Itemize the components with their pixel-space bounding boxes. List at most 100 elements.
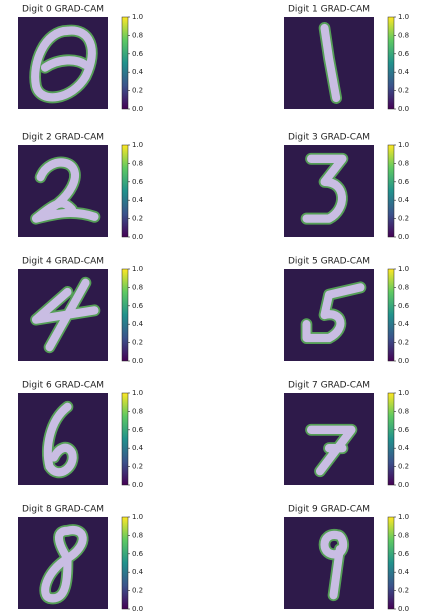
colorbar [387, 16, 395, 110]
colorbar-tick-label: 1.0 [132, 265, 143, 273]
heatmap-image [284, 393, 374, 485]
colorbar-tick-label: 0.0 [132, 357, 143, 365]
colorbar-tick-label: 1.0 [132, 141, 143, 149]
colorbar-tick-label: 0.8 [398, 159, 409, 167]
colorbar-tick-label: 0.8 [398, 31, 409, 39]
colorbar [121, 268, 129, 362]
colorbar-tick-label: 0.6 [132, 302, 144, 310]
subplot-title: Digit 1 GRAD-CAM [288, 5, 370, 15]
colorbar-tick-label: 0.0 [132, 233, 143, 241]
colorbar-tick-label: 0.8 [132, 531, 143, 539]
digit [42, 400, 79, 479]
digit [318, 529, 349, 602]
colorbar-tick-label: 0.0 [132, 105, 143, 113]
colorbar-tick-label: 0.6 [398, 50, 410, 58]
colorbar-tick-label: 0.8 [398, 407, 409, 415]
colorbar-tick-label: 1.0 [398, 141, 409, 149]
colorbar-tick-label: 1.0 [132, 389, 143, 397]
colorbar-tick-label: 0.0 [398, 605, 409, 613]
colorbar-tick-label: 0.4 [132, 568, 144, 576]
colorbar-tick-label: 0.2 [132, 587, 143, 595]
colorbar-tick-label: 0.4 [398, 568, 410, 576]
subplot-title: Digit 4 GRAD-CAM [22, 257, 104, 267]
digit [300, 152, 349, 225]
colorbar-tick-label: 0.2 [398, 339, 409, 347]
digit-stroke [306, 425, 356, 476]
colorbar [387, 268, 395, 362]
digit-stroke [320, 530, 348, 600]
colorbar-tick-label: 0.8 [132, 407, 143, 415]
colorbar [387, 516, 395, 610]
colorbar [121, 516, 129, 610]
colorbar-tick-label: 0.6 [132, 50, 144, 58]
colorbar-tick-label: 0.6 [398, 302, 410, 310]
colorbar-tick-label: 0.2 [398, 215, 409, 223]
colorbar-tick-label: 1.0 [398, 513, 409, 521]
digit [29, 24, 98, 104]
colorbar-tick-label: 0.6 [398, 550, 410, 558]
colorbar-tick-label: 0.0 [398, 357, 409, 365]
subplot-title: Digit 6 GRAD-CAM [22, 381, 104, 391]
colorbar-tick-label: 0.6 [398, 426, 410, 434]
colorbar-tick-label: 0.2 [398, 463, 409, 471]
digit [318, 22, 343, 104]
digit-stroke [302, 154, 347, 223]
colorbar-tick-label: 0.4 [132, 320, 144, 328]
colorbar [387, 144, 395, 238]
digit-stroke [43, 402, 77, 477]
colorbar-tick-label: 0.2 [132, 339, 143, 347]
colorbar-tick-label: 0.2 [132, 215, 143, 223]
colorbar-tick-label: 0.8 [132, 159, 143, 167]
subplot-title: Digit 7 GRAD-CAM [288, 381, 370, 391]
colorbar [121, 16, 129, 110]
subplot-title: Digit 2 GRAD-CAM [22, 133, 104, 143]
colorbar-tick-label: 0.0 [398, 105, 409, 113]
colorbar-tick-label: 0.0 [398, 233, 409, 241]
colorbar-tick-label: 0.4 [132, 444, 144, 452]
digit [300, 281, 367, 344]
colorbar-tick-label: 0.0 [398, 481, 409, 489]
colorbar-tick-label: 0.0 [132, 481, 143, 489]
digit [30, 156, 101, 225]
colorbar-tick-label: 0.4 [398, 320, 410, 328]
colorbar-tick-label: 0.4 [398, 444, 410, 452]
colorbar-tick-label: 0.6 [132, 178, 144, 186]
digit-stroke [31, 158, 99, 223]
colorbar [121, 392, 129, 486]
colorbar-tick-label: 0.2 [132, 87, 143, 95]
subplot-title: Digit 0 GRAD-CAM [22, 5, 104, 15]
subplot-title: Digit 3 GRAD-CAM [288, 133, 370, 143]
colorbar-tick-label: 0.4 [132, 196, 144, 204]
digit-stroke [31, 26, 96, 102]
colorbar-tick-label: 1.0 [132, 513, 143, 521]
colorbar [121, 144, 129, 238]
digit [30, 276, 101, 354]
colorbar-tick-label: 0.6 [132, 550, 144, 558]
digit-stroke [320, 23, 341, 103]
colorbar-tick-label: 0.4 [398, 196, 410, 204]
subplot-title: Digit 5 GRAD-CAM [288, 257, 370, 267]
subplot-title: Digit 9 GRAD-CAM [288, 505, 370, 515]
colorbar-tick-label: 0.2 [132, 463, 143, 471]
digit-stroke [41, 525, 87, 603]
colorbar-tick-label: 1.0 [398, 13, 409, 21]
digit [305, 423, 358, 478]
colorbar-tick-label: 0.8 [132, 283, 143, 291]
colorbar-tick-label: 1.0 [398, 265, 409, 273]
colorbar-tick-label: 1.0 [132, 13, 143, 21]
colorbar-tick-label: 0.2 [398, 587, 409, 595]
colorbar-tick-label: 0.8 [132, 31, 143, 39]
colorbar-tick-label: 0.0 [132, 605, 143, 613]
digit-stroke [31, 278, 99, 352]
subplot-title: Digit 8 GRAD-CAM [22, 505, 104, 515]
colorbar-tick-label: 0.8 [398, 531, 409, 539]
colorbar-tick-label: 0.4 [398, 68, 410, 76]
colorbar-tick-label: 0.2 [398, 87, 409, 95]
colorbar-tick-label: 0.4 [132, 68, 144, 76]
colorbar-tick-label: 0.6 [132, 426, 144, 434]
digit-stroke [302, 283, 365, 343]
digit [39, 524, 89, 605]
colorbar-tick-label: 1.0 [398, 389, 409, 397]
